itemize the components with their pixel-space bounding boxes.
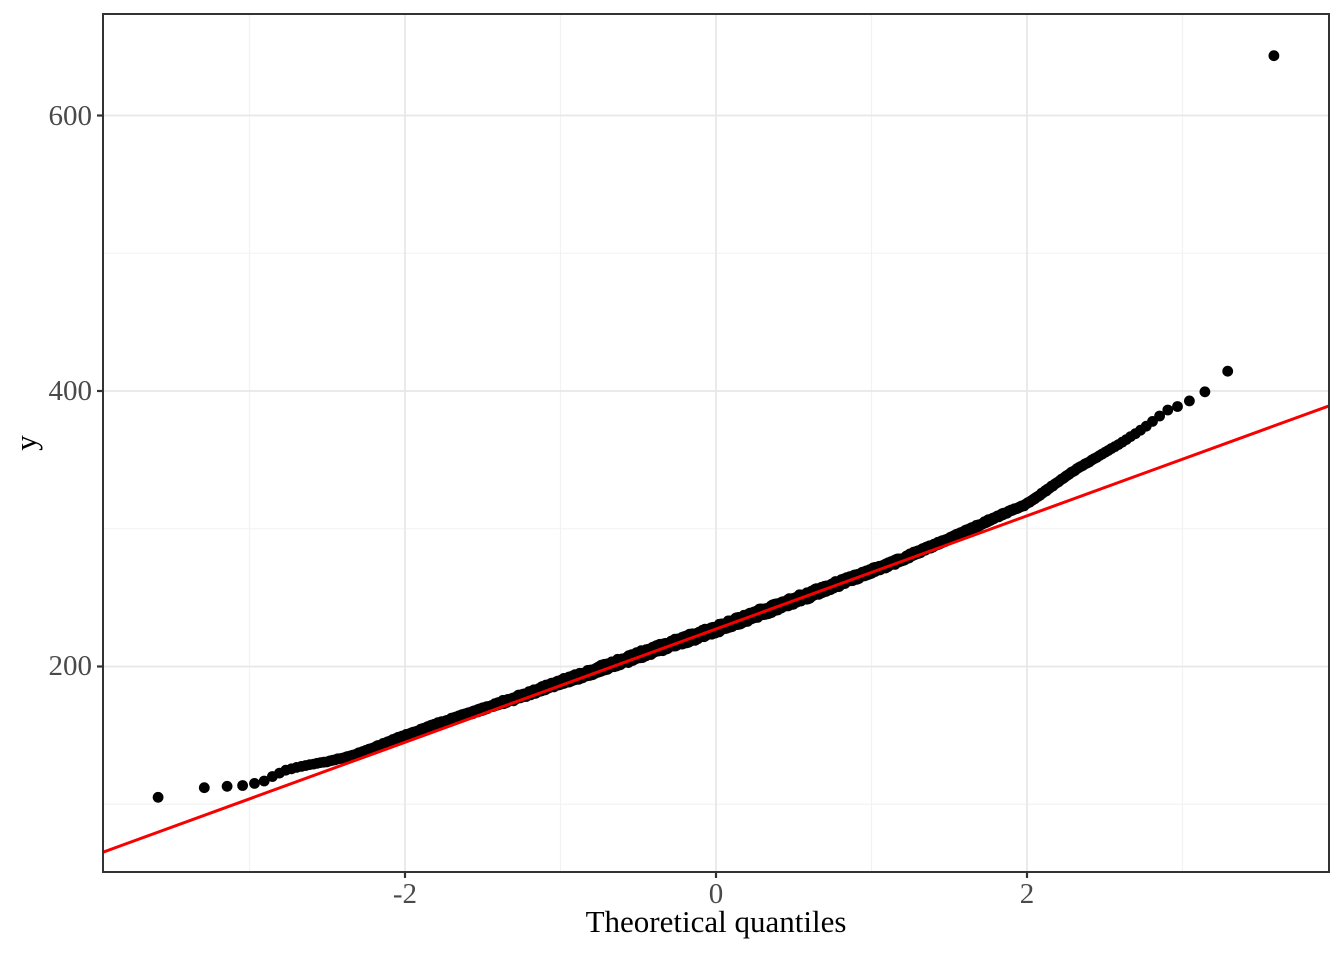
x-tick-label: 2 [1019, 878, 1035, 910]
x-axis-title: Theoretical quantiles [585, 904, 847, 939]
x-tick-label: 0 [708, 878, 724, 910]
x-tick-label: -2 [392, 878, 418, 910]
y-tick-label: 400 [48, 375, 93, 407]
axis-tick-marks [97, 114, 1029, 878]
qq-reference-line [103, 404, 1329, 854]
qq-points [152, 50, 1280, 803]
grid-major [103, 14, 1329, 872]
y-tick-label: 200 [48, 650, 93, 683]
y-axis-title: y [8, 435, 43, 451]
y-tick-label: 600 [48, 99, 93, 132]
